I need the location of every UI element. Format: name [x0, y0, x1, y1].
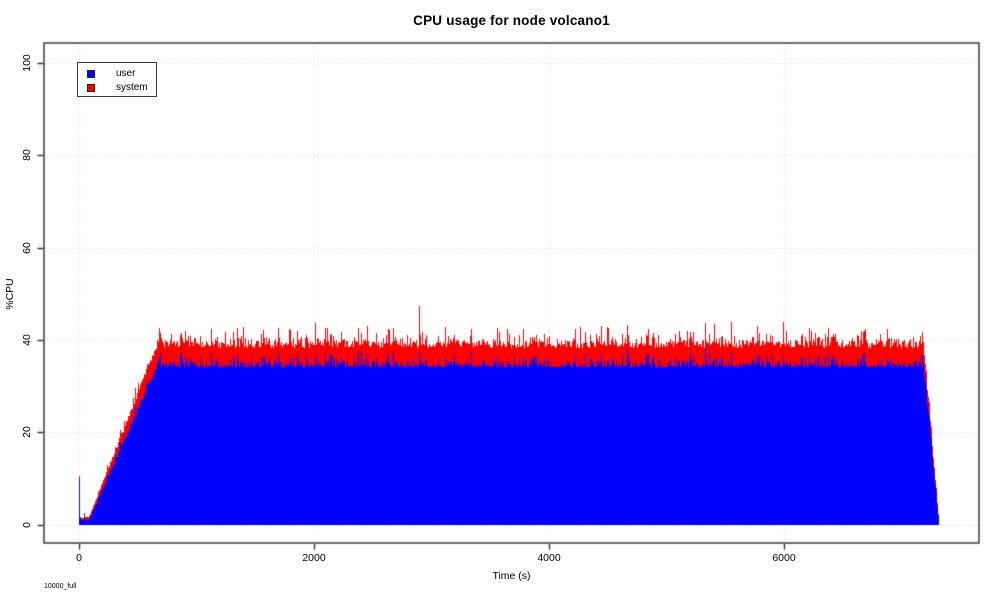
y-tick-label: 100	[21, 54, 33, 72]
y-tick-label: 80	[21, 149, 33, 162]
corner-note: 10000_full	[44, 583, 77, 590]
y-tick-label: 40	[21, 334, 33, 346]
legend-label-system: system	[116, 82, 148, 93]
x-tick-label: 2000	[302, 552, 326, 564]
legend-item-user: user	[87, 68, 156, 80]
y-axis-title: %CPU	[4, 278, 16, 310]
y-tick-label: 20	[21, 426, 33, 439]
x-tick-label: 6000	[772, 552, 796, 564]
x-tick-label: 4000	[537, 552, 561, 564]
x-tick-label: 0	[76, 552, 82, 564]
x-axis-title: Time (s)	[492, 570, 531, 582]
chart-title: CPU usage for node volcano1	[413, 13, 610, 28]
legend-swatch-user-icon	[87, 70, 95, 78]
legend-swatch-system-icon	[87, 84, 95, 92]
y-tick-label: 60	[21, 241, 33, 254]
legend-label-user: user	[116, 68, 136, 79]
legend: user system	[77, 62, 157, 97]
legend-item-system: system	[87, 82, 156, 94]
y-tick-label: 0	[21, 521, 33, 528]
